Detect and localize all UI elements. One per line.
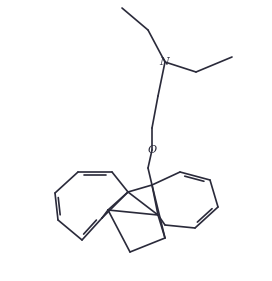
Text: O: O <box>148 145 157 155</box>
Text: N: N <box>160 57 169 67</box>
